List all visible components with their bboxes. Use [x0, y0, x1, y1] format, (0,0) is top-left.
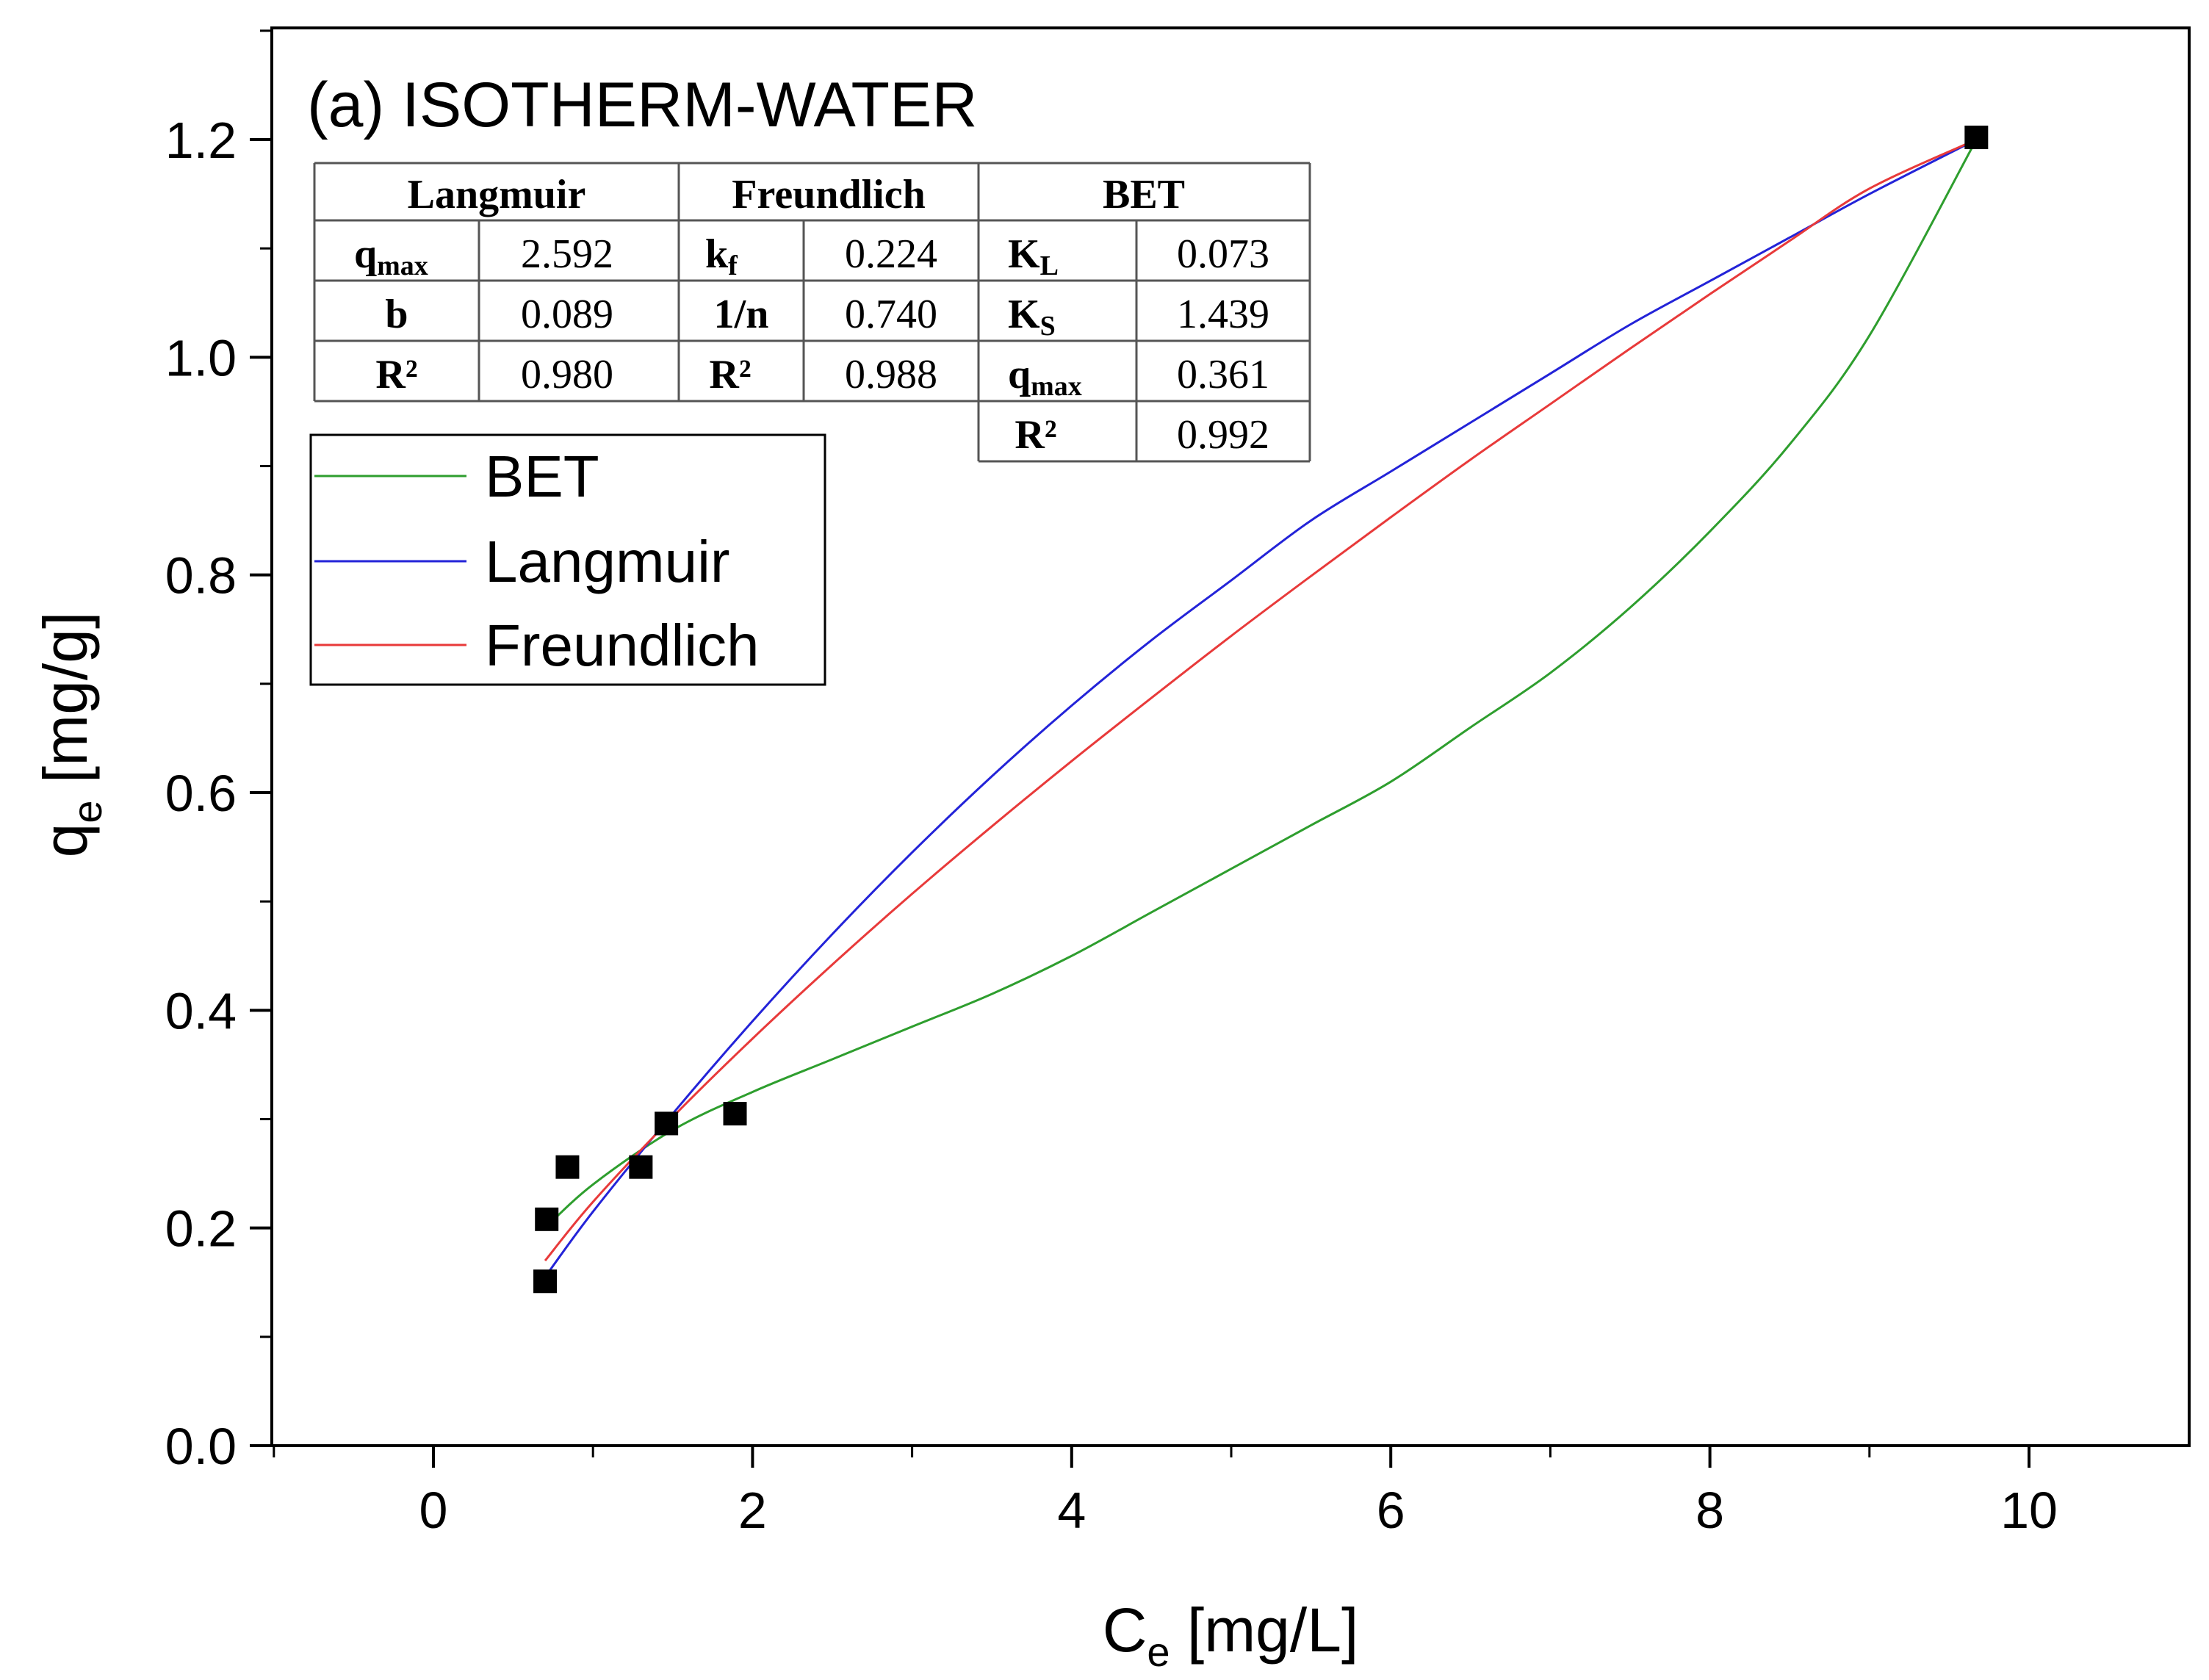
x-tick-label: 0 [419, 1482, 448, 1539]
freundlich-kf-value: 0.224 [845, 231, 937, 277]
bet-ks-value: 1.439 [1177, 292, 1269, 337]
data-point [655, 1111, 679, 1136]
y-tick-label: 0.0 [165, 1418, 237, 1475]
x-axis-title: Ce [mg/L] [1103, 1596, 1359, 1675]
legend: BET Langmuir Freundlich [309, 433, 826, 686]
fit-curves [544, 138, 1978, 1278]
fit-curve-freundlich [544, 138, 1977, 1262]
data-point [555, 1155, 580, 1179]
bet-r2-label: R² [1015, 412, 1056, 458]
y-tick-label: 0.8 [165, 547, 237, 605]
bet-kl-label: KL [1008, 231, 1059, 281]
bet-ks-label: KS [1008, 292, 1056, 342]
x-tick-label: 8 [1696, 1482, 1724, 1539]
x-tick-label: 2 [738, 1482, 767, 1539]
freundlich-r2-value: 0.988 [845, 352, 937, 397]
freundlich-r2-label: R² [709, 352, 751, 397]
x-tick-label: 10 [2000, 1482, 2058, 1539]
langmuir-r2-value: 0.980 [521, 352, 613, 397]
x-tick-label: 6 [1377, 1482, 1405, 1539]
table-header-bet: BET [1103, 172, 1185, 217]
data-point [533, 1269, 558, 1294]
table-header-langmuir: Langmuir [408, 172, 586, 217]
data-point [629, 1155, 653, 1179]
bet-qmax-label: qmax [1008, 352, 1082, 402]
fit-curve-bet [544, 139, 1978, 1229]
data-point [1964, 126, 1989, 150]
table-header-freundlich: Freundlich [732, 172, 925, 217]
langmuir-qmax-value: 2.592 [521, 231, 613, 277]
langmuir-b-label: b [385, 292, 408, 337]
bet-kl-value: 0.073 [1177, 231, 1269, 277]
y-axis-title: qe [mg/g] [31, 612, 110, 858]
y-axis-ticks: 0.0 0.2 0.4 0.6 0.8 1.0 1.2 [165, 29, 272, 1475]
freundlich-1n-label: 1/n [714, 292, 769, 337]
x-tick-label: 4 [1057, 1482, 1086, 1539]
legend-label-langmuir: Langmuir [485, 529, 730, 594]
langmuir-r2-label: R² [375, 352, 417, 397]
data-point [723, 1102, 747, 1126]
y-tick-label: 0.4 [165, 982, 237, 1039]
y-tick-label: 1.2 [165, 112, 237, 169]
parameter-table: Langmuir Freundlich BET qmax 2.592 b 0.0… [313, 162, 1311, 463]
bet-r2-value: 0.992 [1177, 412, 1269, 458]
legend-label-bet: BET [485, 444, 599, 509]
legend-label-freundlich: Freundlich [485, 613, 760, 678]
chart-title: (a) ISOTHERM-WATER [307, 70, 978, 140]
y-tick-label: 0.6 [165, 765, 237, 822]
x-axis-ticks: 0 2 4 6 8 10 [273, 1446, 2058, 1539]
freundlich-kf-label: kf [705, 231, 738, 281]
bet-qmax-value: 0.361 [1177, 352, 1269, 397]
freundlich-1n-value: 0.740 [845, 292, 937, 337]
langmuir-qmax-label: qmax [354, 231, 428, 281]
parameter-table-grid [313, 162, 1311, 463]
y-tick-label: 1.0 [165, 329, 237, 386]
data-points [533, 126, 1989, 1294]
fit-curve-langmuir [544, 138, 1978, 1278]
data-point [535, 1207, 559, 1231]
y-tick-label: 0.2 [165, 1200, 237, 1258]
langmuir-b-value: 0.089 [521, 292, 613, 337]
